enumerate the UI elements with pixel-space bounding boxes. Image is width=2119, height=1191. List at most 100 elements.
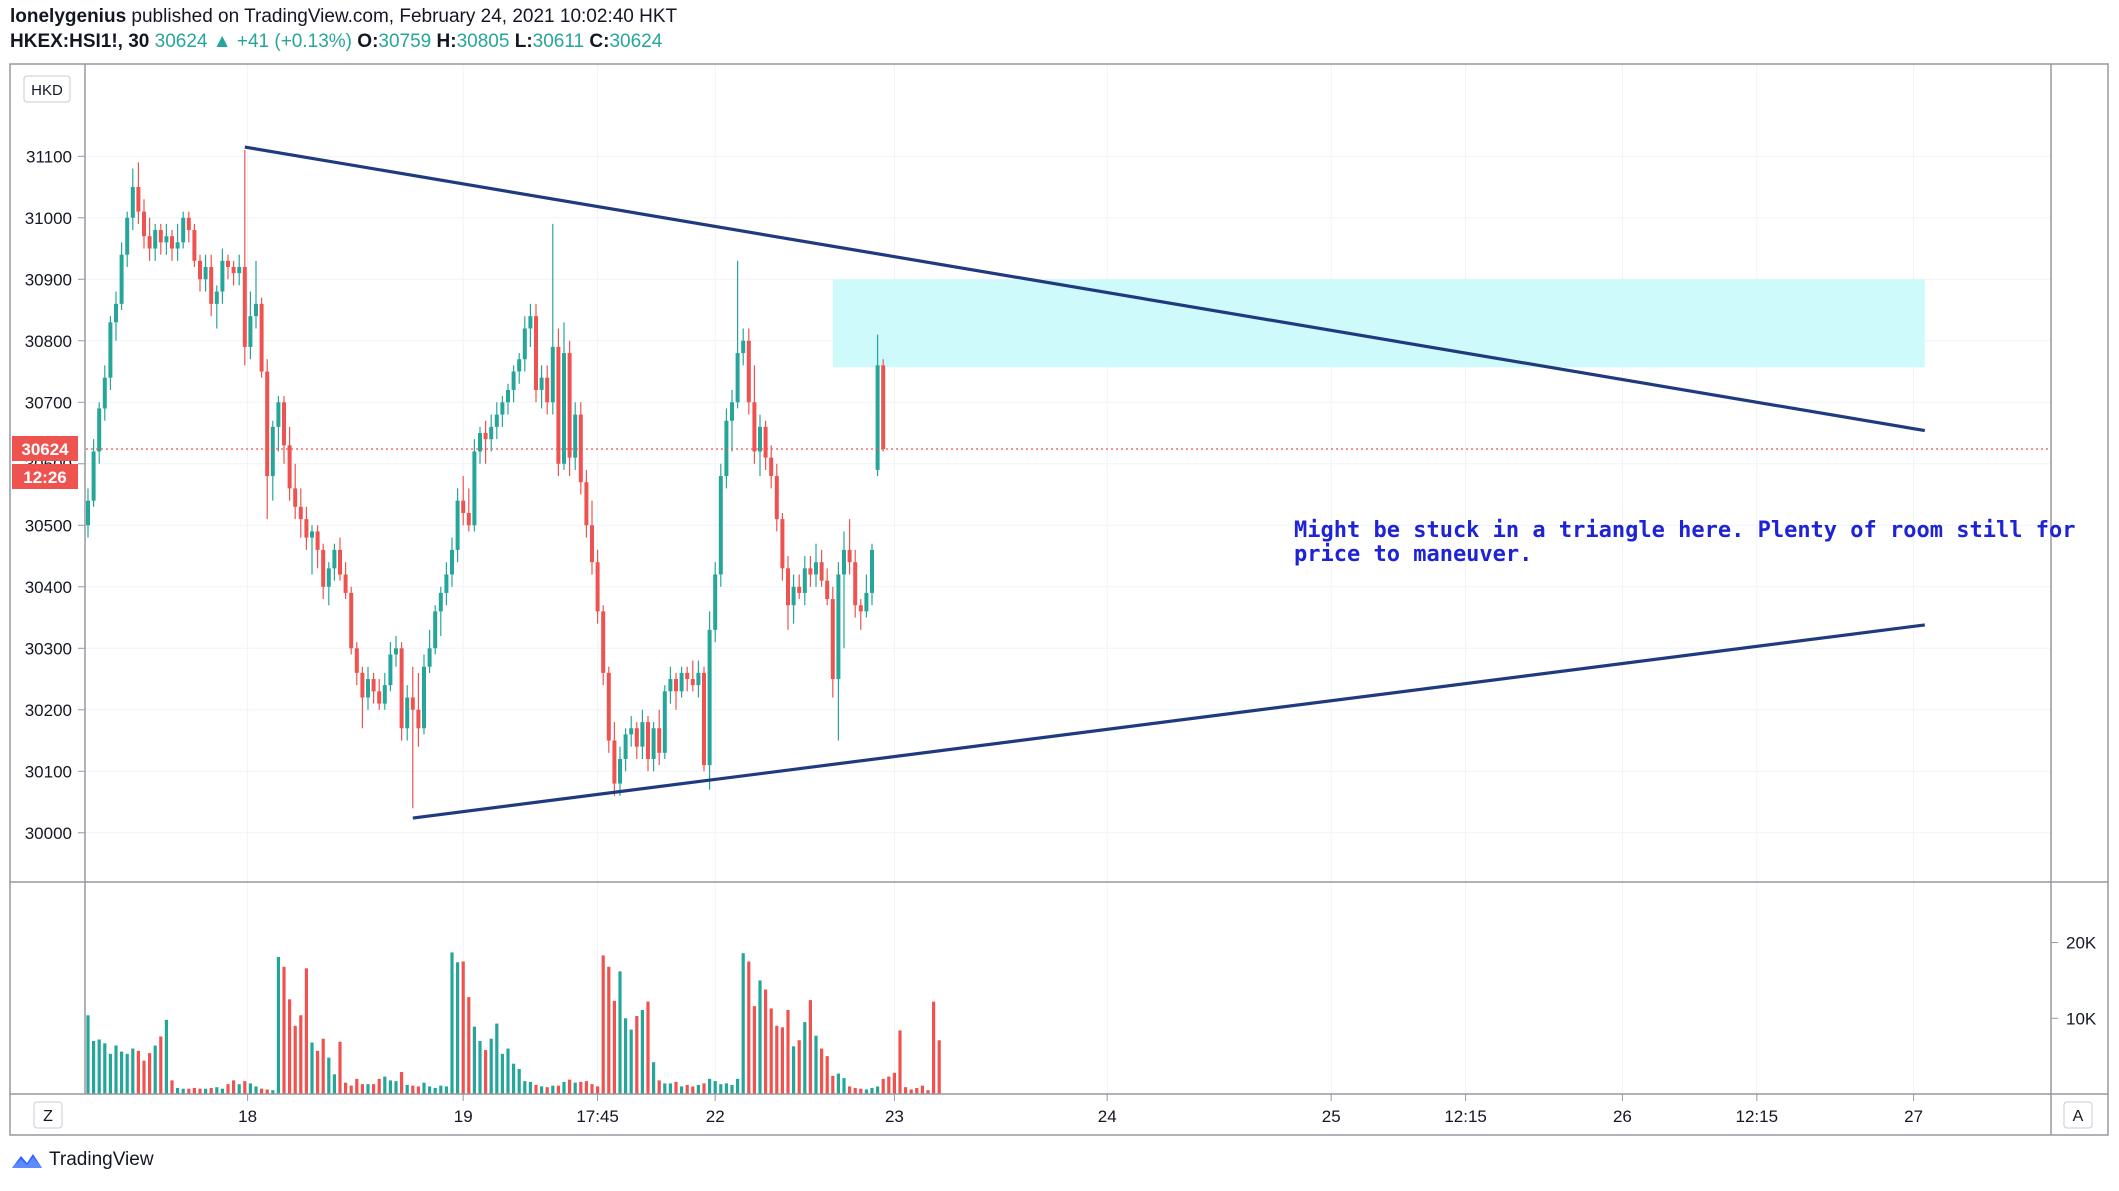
footer-brand[interactable]: TradingView bbox=[10, 1149, 154, 1171]
volume-bar bbox=[898, 1030, 902, 1094]
volume-bar bbox=[640, 1009, 644, 1094]
volume-bar bbox=[596, 1086, 600, 1094]
candle-body bbox=[248, 316, 253, 347]
author-name[interactable]: lonelygenius bbox=[10, 6, 127, 27]
candle-body bbox=[203, 266, 208, 280]
auto-scale-button[interactable] bbox=[2063, 1101, 2093, 1129]
volume-bar bbox=[338, 1041, 342, 1094]
volume-bar bbox=[372, 1084, 376, 1094]
volume-bar bbox=[265, 1089, 269, 1094]
candle-body bbox=[539, 377, 544, 390]
candle-body bbox=[181, 217, 186, 243]
volume-bar bbox=[204, 1088, 208, 1094]
price-axis[interactable]: 3000030100302003030030400305003060030700… bbox=[25, 147, 85, 843]
candle-body bbox=[349, 592, 354, 649]
volume-bars bbox=[86, 952, 941, 1094]
volume-bar bbox=[932, 1001, 936, 1094]
volume-bar bbox=[416, 1086, 420, 1094]
volume-bar bbox=[545, 1087, 549, 1094]
volume-bar bbox=[220, 1088, 224, 1094]
volume-bar bbox=[198, 1088, 202, 1094]
candle-body bbox=[506, 389, 510, 403]
candle-body bbox=[629, 728, 634, 735]
volume-bar bbox=[736, 1078, 740, 1094]
candle-body bbox=[601, 611, 606, 673]
time-axis[interactable]: 18 19 17:45 22 23 24 25 12:15 26 12:15 27 bbox=[238, 1094, 1923, 1126]
volume-bar bbox=[316, 1050, 320, 1094]
volume-bar bbox=[752, 1006, 756, 1094]
candle-body bbox=[774, 476, 779, 520]
volume-bar bbox=[876, 1086, 880, 1094]
candle-body bbox=[825, 580, 830, 600]
volume-bar bbox=[579, 1081, 583, 1094]
volume-bar bbox=[870, 1087, 874, 1094]
volume-bar bbox=[708, 1078, 712, 1094]
open-label: O: bbox=[357, 31, 379, 52]
volume-bar bbox=[803, 1022, 807, 1094]
candle-body bbox=[595, 562, 600, 612]
annotation-line-1[interactable]: Might be stuck in a triangle here. Plent… bbox=[1294, 518, 2075, 543]
volume-bar bbox=[920, 1085, 924, 1094]
candle-body bbox=[830, 599, 835, 680]
candle-body bbox=[304, 519, 309, 538]
candle-body bbox=[114, 303, 118, 323]
price-tick-label: 30300 bbox=[25, 639, 72, 658]
symbol-label[interactable]: HKEX:HSI1!, 30 bbox=[10, 31, 150, 52]
candle-body bbox=[836, 574, 841, 680]
volume-bar bbox=[383, 1076, 387, 1094]
candle-body bbox=[461, 500, 466, 513]
upper-trendline[interactable] bbox=[244, 145, 1926, 433]
volume-bar bbox=[405, 1084, 409, 1094]
candle-body bbox=[315, 531, 320, 550]
volume-bar bbox=[304, 968, 308, 1094]
candle-body bbox=[511, 371, 516, 390]
time-tick-label: 25 bbox=[1322, 1107, 1341, 1126]
brand-name: TradingView bbox=[49, 1149, 154, 1170]
volume-bar bbox=[668, 1083, 672, 1094]
candle-body bbox=[483, 433, 488, 440]
candle-body bbox=[556, 346, 561, 464]
volume-bar bbox=[512, 1063, 516, 1094]
volume-bar bbox=[523, 1081, 527, 1094]
candle-body bbox=[870, 549, 874, 593]
candle-body bbox=[282, 402, 286, 446]
zoom-button[interactable] bbox=[33, 1101, 63, 1129]
volume-bar bbox=[836, 1073, 840, 1094]
volume-bar bbox=[719, 1084, 723, 1094]
candle-body bbox=[522, 328, 527, 360]
low-value: 30611 bbox=[532, 31, 585, 52]
volume-bar bbox=[500, 1053, 504, 1094]
volume-bar bbox=[551, 1085, 555, 1094]
candle-body bbox=[108, 322, 113, 378]
resistance-zone[interactable] bbox=[832, 279, 1925, 368]
price-tick-label: 30100 bbox=[25, 762, 72, 781]
published-text: published on TradingView.com, February 2… bbox=[131, 6, 678, 27]
volume-bar bbox=[741, 953, 745, 1094]
candle-body bbox=[696, 672, 701, 686]
time-tick-label: 27 bbox=[1904, 1107, 1923, 1126]
candle-body bbox=[326, 568, 331, 587]
up-arrow-icon: ▲ bbox=[212, 31, 232, 52]
candle-body bbox=[405, 697, 410, 729]
volume-bar bbox=[696, 1084, 700, 1094]
volume-bar bbox=[601, 955, 605, 1094]
volume-bar bbox=[450, 952, 454, 1094]
volume-bar bbox=[327, 1057, 331, 1094]
currency-box[interactable] bbox=[23, 75, 71, 103]
volume-bar bbox=[428, 1086, 432, 1094]
volume-bar bbox=[825, 1056, 829, 1094]
candle-body bbox=[125, 217, 130, 255]
low-label: L: bbox=[514, 31, 533, 52]
candle-body bbox=[136, 187, 141, 212]
volume-bar bbox=[764, 989, 768, 1094]
volume-bar bbox=[97, 1039, 101, 1094]
volume-bar bbox=[293, 1025, 297, 1094]
candle-body bbox=[354, 648, 359, 673]
candle-body bbox=[438, 592, 443, 612]
annotation-line-2[interactable]: price to maneuver. bbox=[1294, 542, 1532, 567]
volume-bar bbox=[136, 1050, 140, 1094]
volume-bar bbox=[215, 1087, 219, 1094]
candle-body bbox=[231, 266, 236, 274]
lower-trendline[interactable] bbox=[412, 623, 1926, 820]
